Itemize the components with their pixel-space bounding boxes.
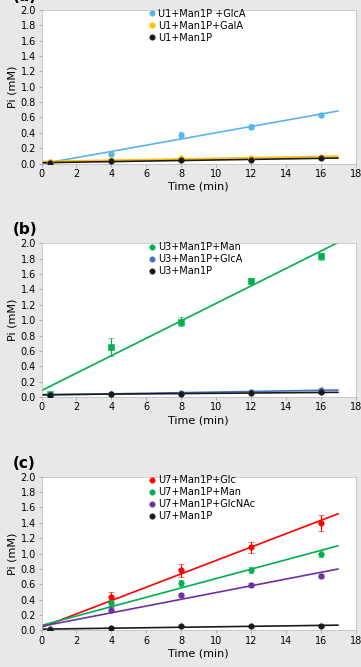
Y-axis label: Pi (mM): Pi (mM) bbox=[8, 65, 18, 108]
Y-axis label: Pi (mM): Pi (mM) bbox=[8, 299, 18, 342]
X-axis label: Time (min): Time (min) bbox=[168, 416, 229, 426]
Text: (b): (b) bbox=[13, 222, 38, 237]
X-axis label: Time (min): Time (min) bbox=[168, 648, 229, 658]
Legend: U3+Man1P+Man, U3+Man1P+GlcA, U3+Man1P: U3+Man1P+Man, U3+Man1P+GlcA, U3+Man1P bbox=[150, 242, 242, 276]
Text: (a): (a) bbox=[13, 0, 38, 4]
X-axis label: Time (min): Time (min) bbox=[168, 182, 229, 192]
Text: (c): (c) bbox=[13, 456, 36, 471]
Y-axis label: Pi (mM): Pi (mM) bbox=[8, 532, 18, 575]
Legend: U7+Man1P+Glc, U7+Man1P+Man, U7+Man1P+GlcNAc, U7+Man1P: U7+Man1P+Glc, U7+Man1P+Man, U7+Man1P+Glc… bbox=[150, 476, 255, 522]
Legend: U1+Man1P +GlcA, U1+Man1P+GalA, U1+Man1P: U1+Man1P +GlcA, U1+Man1P+GalA, U1+Man1P bbox=[150, 9, 245, 43]
